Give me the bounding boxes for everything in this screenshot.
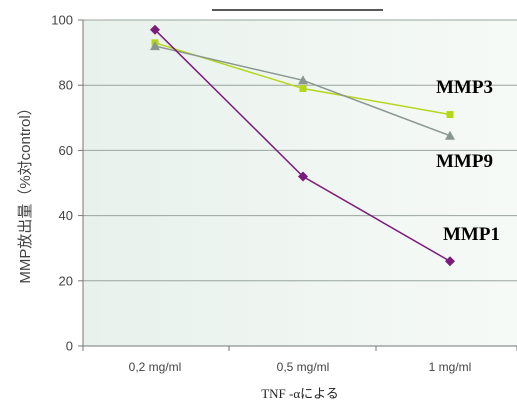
series-group xyxy=(150,24,455,267)
y-tick-label: 0 xyxy=(66,339,73,354)
y-tick-label: 80 xyxy=(59,78,73,93)
series-label-mmp1: MMP1 xyxy=(443,224,500,245)
series-label-mmp9: MMP9 xyxy=(436,151,493,172)
data-point xyxy=(445,130,455,140)
y-tick-label: 100 xyxy=(51,13,73,28)
data-point xyxy=(150,41,160,51)
x-tick-label: 0,2 mg/ml xyxy=(129,360,182,374)
series-labels: MMP3 MMP9 MMP1 xyxy=(436,77,500,245)
data-point xyxy=(150,24,160,35)
data-point xyxy=(298,75,308,85)
series-label-mmp3: MMP3 xyxy=(436,77,493,98)
data-point xyxy=(298,171,308,182)
x-tick-label: 1 mg/ml xyxy=(429,360,472,374)
x-tick-label: 0,5 mg/ml xyxy=(277,360,330,374)
y-tick-label: 60 xyxy=(59,143,73,158)
plot-area xyxy=(83,20,517,346)
x-axis-label: TNF -αによる xyxy=(261,386,339,401)
y-ticks: 0 20 40 60 80 100 xyxy=(51,13,83,354)
y-axis-label: MMP放出量（%対control） xyxy=(17,100,34,283)
axes xyxy=(82,20,517,347)
data-point xyxy=(299,84,307,92)
data-point xyxy=(445,256,455,267)
x-ticks: 0,2 mg/ml 0,5 mg/ml 1 mg/ml xyxy=(82,346,517,374)
y-tick-label: 20 xyxy=(59,273,73,288)
y-tick-label: 40 xyxy=(59,208,73,223)
data-point xyxy=(446,111,454,119)
